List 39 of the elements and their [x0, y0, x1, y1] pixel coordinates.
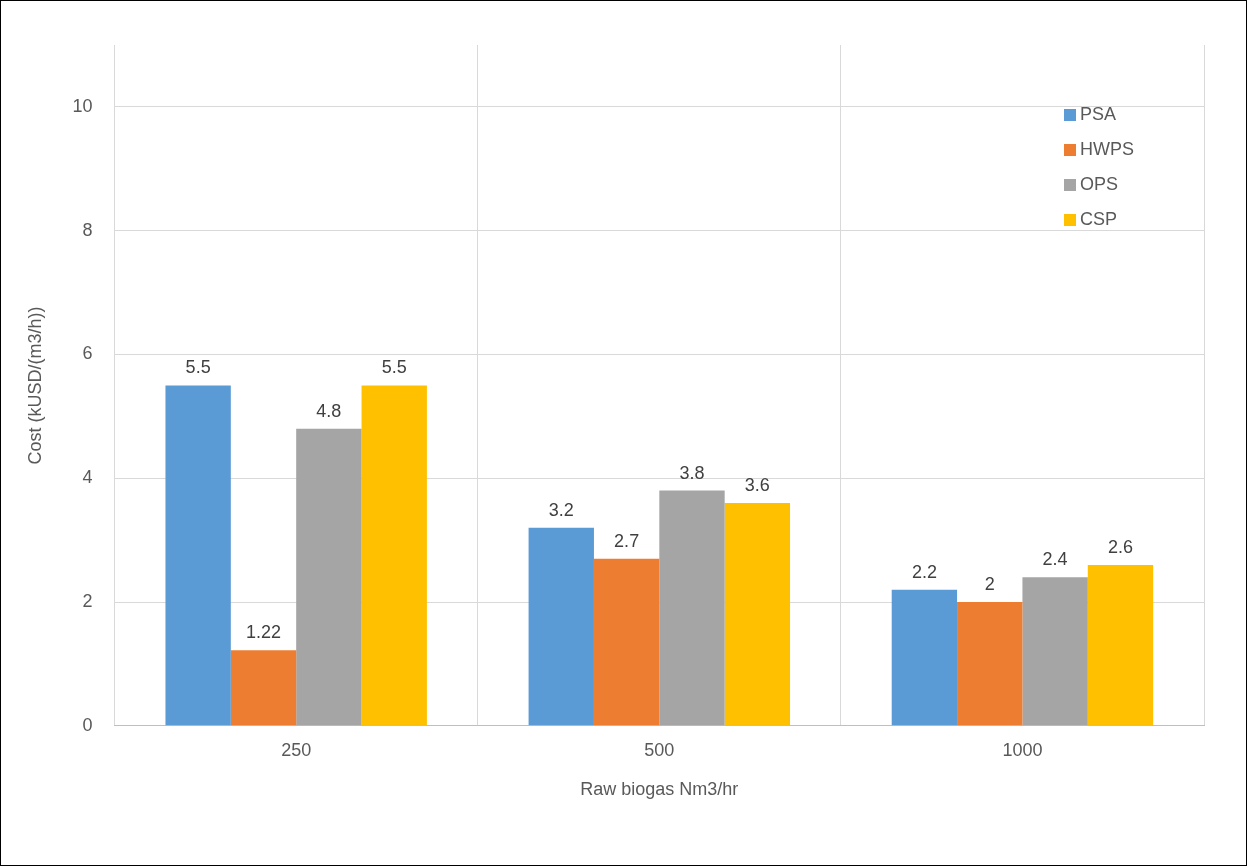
- data-label: 1.22: [245, 622, 282, 643]
- data-label: 3.6: [744, 474, 770, 495]
- y-tick-label: 6: [82, 343, 93, 364]
- data-label: 4.8: [316, 400, 342, 421]
- data-label: 2.4: [1042, 549, 1068, 570]
- y-tick-label: 4: [82, 467, 93, 488]
- bar: [593, 558, 660, 726]
- y-tick-label: 0: [82, 714, 93, 735]
- data-label: 2.7: [614, 530, 640, 551]
- y-axis-title: Cost (kUSD/(m3/h)): [24, 306, 45, 465]
- bar: [230, 650, 297, 726]
- data-label: 2: [984, 573, 995, 594]
- x-tick-label: 1000: [1002, 739, 1043, 760]
- legend-label: HWPS: [1080, 138, 1134, 159]
- data-label: 5.5: [381, 357, 407, 378]
- data-label: 2.6: [1107, 536, 1133, 557]
- bar: [1087, 564, 1154, 726]
- bar: [528, 527, 594, 726]
- x-tick-label: 500: [644, 739, 675, 760]
- bar: [165, 385, 231, 726]
- data-label: 3.8: [679, 462, 705, 483]
- bar: [1022, 577, 1088, 726]
- legend-label: CSP: [1080, 208, 1118, 229]
- bar: [957, 602, 1023, 726]
- bar: [659, 490, 725, 726]
- legend-label: PSA: [1080, 103, 1117, 124]
- data-label: 3.2: [548, 499, 574, 520]
- x-axis-title: Raw biogas Nm3/hr: [580, 779, 739, 800]
- bar: [891, 589, 958, 726]
- y-tick-label: 8: [82, 219, 93, 240]
- y-tick-label: 2: [82, 590, 93, 611]
- x-tick-label: 250: [281, 739, 312, 760]
- data-label: 5.5: [185, 357, 211, 378]
- y-tick-label: 10: [72, 95, 93, 116]
- bar: [724, 502, 791, 726]
- bar: [361, 385, 427, 726]
- legend-label: OPS: [1080, 173, 1119, 194]
- bar: [296, 428, 362, 726]
- data-label: 2.2: [911, 561, 937, 582]
